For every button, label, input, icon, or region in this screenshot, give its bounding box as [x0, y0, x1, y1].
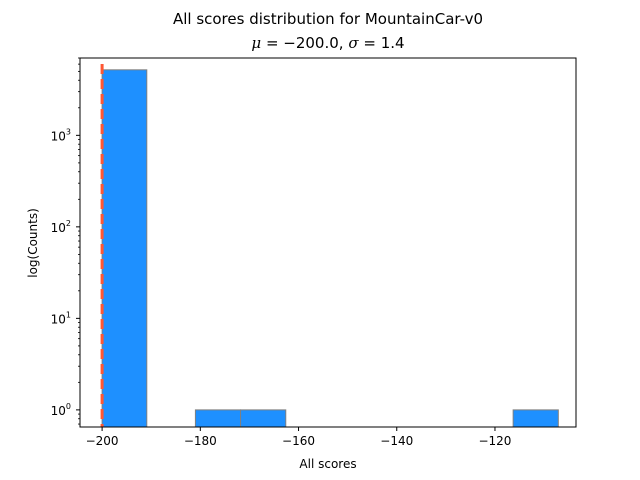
histogram-bar-2 — [240, 409, 287, 428]
mu-equals: = — [261, 34, 283, 52]
x-tick-label: −120 — [478, 434, 511, 448]
y-tick-label: 100 — [51, 402, 71, 418]
plot-area-frame — [79, 57, 577, 428]
sigma-symbol: σ — [348, 34, 359, 52]
mu-value: −200.0 — [283, 34, 339, 52]
chart-subtitle: μ = −200.0, σ = 1.4 — [251, 34, 404, 52]
y-axis-label: log(Counts) — [26, 208, 40, 278]
sigma-value: 1.4 — [381, 34, 405, 52]
y-tick-label: 102 — [51, 219, 71, 235]
y-tick-label: 103 — [51, 127, 71, 143]
subtitle-separator: , — [339, 34, 349, 52]
sigma-equals: = — [359, 34, 381, 52]
y-tick-label: 101 — [51, 310, 71, 326]
mu-symbol: μ — [251, 34, 261, 52]
x-tick-label: −200 — [86, 434, 119, 448]
histogram-bar-0 — [101, 69, 148, 428]
histogram-bar-3 — [512, 409, 559, 428]
chart-title: All scores distribution for MountainCar-… — [173, 10, 483, 28]
x-axis-label: All scores — [299, 457, 356, 471]
x-axis-ticks: −200 −180 −160 −140 −120 — [86, 427, 511, 448]
histogram-bar-1 — [194, 409, 242, 428]
chart-title-group: All scores distribution for MountainCar-… — [173, 10, 483, 52]
x-tick-label: −160 — [282, 434, 315, 448]
x-tick-label: −180 — [184, 434, 217, 448]
y-axis-ticks: 100 101 102 103 — [51, 57, 80, 425]
x-tick-label: −140 — [380, 434, 413, 448]
